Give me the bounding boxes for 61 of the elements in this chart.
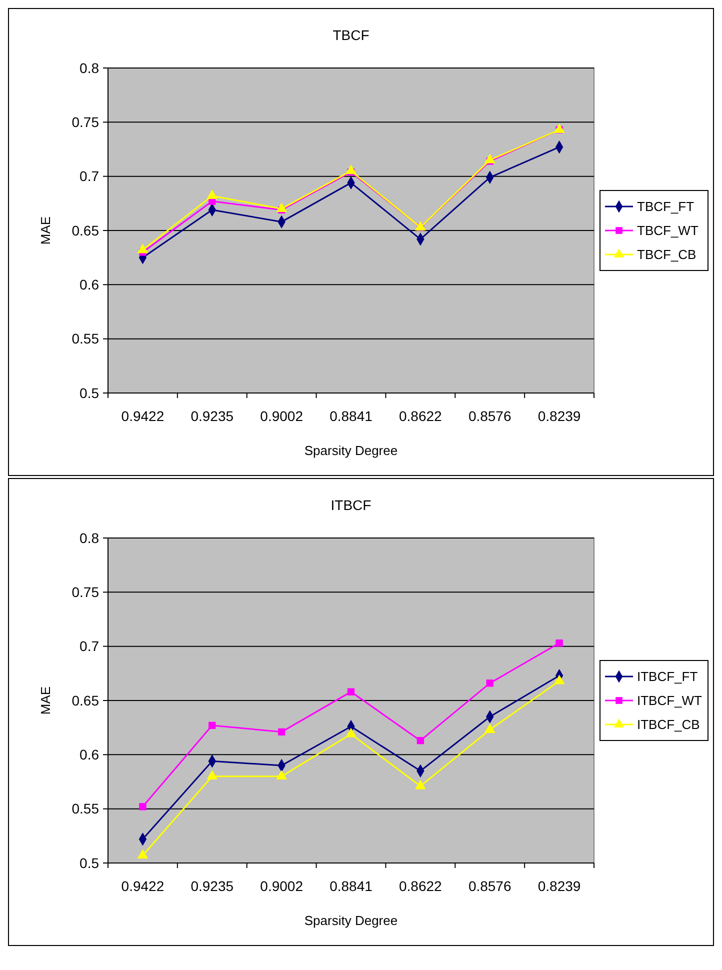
legend-label: ITBCF_FT — [637, 669, 698, 684]
y-tick-label: 0.65 — [72, 222, 100, 238]
x-tick-label: 0.8239 — [538, 408, 581, 424]
point — [416, 736, 424, 744]
y-tick-label: 0.55 — [72, 330, 100, 347]
chart-title: TBCF — [332, 27, 370, 43]
x-tick-label: 0.9002 — [260, 878, 304, 894]
point — [139, 803, 146, 810]
x-tick-label: 0.9235 — [190, 878, 234, 894]
x-tick-label: 0.8841 — [330, 408, 373, 424]
x-tick-label: 0.9235 — [190, 408, 234, 424]
y-tick-label: 0.75 — [72, 114, 100, 130]
x-tick-label: 0.8576 — [468, 408, 512, 424]
y-tick-label: 0.8 — [80, 60, 100, 76]
x-tick-label: 0.8239 — [538, 878, 581, 894]
y-tick-label: 0.5 — [80, 384, 100, 401]
point — [415, 221, 426, 230]
point — [484, 724, 496, 733]
chart-title: ITBCF — [330, 497, 372, 513]
y-tick-label: 0.6 — [80, 746, 100, 763]
point — [486, 680, 494, 687]
point — [137, 849, 148, 859]
point — [278, 728, 286, 736]
legend-label: TBCF_WT — [637, 223, 698, 238]
y-tick-label: 0.7 — [80, 168, 100, 184]
point — [206, 770, 218, 780]
point — [206, 190, 218, 200]
y-tick-label: 0.65 — [72, 692, 100, 708]
point — [484, 154, 496, 164]
x-tick-label: 0.8622 — [399, 408, 442, 424]
point — [346, 164, 356, 174]
x-axis-title: Sparsity Degree — [304, 913, 398, 928]
y-tick-label: 0.6 — [80, 276, 100, 293]
x-tick-label: 0.9422 — [121, 878, 164, 894]
legend-label: TBCF_FT — [637, 199, 694, 214]
y-axis-title: MAE — [38, 216, 53, 245]
x-tick-label: 0.8622 — [399, 878, 442, 894]
y-tick-label: 0.8 — [80, 530, 100, 546]
x-tick-label: 0.8576 — [468, 878, 512, 894]
y-tick-label: 0.7 — [80, 638, 100, 654]
legend-label: TBCF_CB — [637, 247, 696, 262]
y-tick-label: 0.5 — [80, 854, 100, 871]
y-tick-label: 0.55 — [72, 800, 100, 817]
point — [346, 728, 356, 738]
point — [208, 722, 216, 730]
point — [554, 124, 565, 133]
legend-label: ITBCF_WT — [637, 693, 702, 708]
point — [276, 770, 287, 780]
y-axis-title: MAE — [38, 686, 53, 715]
x-tick-label: 0.9002 — [260, 408, 304, 424]
y-tick-label: 0.75 — [72, 584, 100, 600]
point — [137, 244, 148, 254]
point — [415, 780, 426, 790]
point — [276, 202, 287, 212]
legend-label: ITBCF_CB — [637, 717, 700, 732]
point — [554, 674, 565, 684]
x-tick-label: 0.8841 — [330, 878, 373, 894]
point — [347, 688, 355, 696]
x-axis-title: Sparsity Degree — [304, 443, 398, 458]
x-tick-label: 0.9422 — [121, 408, 164, 424]
point — [556, 639, 563, 647]
